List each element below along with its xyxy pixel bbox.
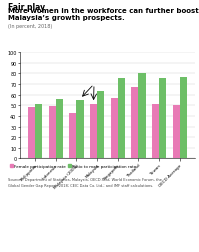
Bar [111,99,118,159]
Text: MONETARY FUND: MONETARY FUND [30,242,67,246]
Text: More women in the workforce can further boost
Malaysia’s growth prospects.: More women in the workforce can further … [8,8,199,21]
Text: Sources: Department of Statistics, Malaysia; OECD.Stat; World Economic Forum, th: Sources: Department of Statistics, Malay… [8,178,162,187]
Bar [49,107,56,159]
Text: INTERNATIONAL: INTERNATIONAL [30,234,65,238]
Bar [56,100,63,159]
Bar [139,74,146,159]
Bar [69,113,76,159]
Text: (In percent, 2018): (In percent, 2018) [8,23,52,28]
Bar [97,92,104,159]
Bar [35,105,42,159]
Text: Fair play: Fair play [8,3,45,12]
Bar [90,105,97,159]
Bar [180,77,187,159]
Bar [173,106,180,159]
Legend: Female participation rate, Ratio to male participation rate: Female participation rate, Ratio to male… [10,164,137,168]
Bar [76,101,84,159]
Bar [28,108,35,159]
Bar [131,88,139,159]
Bar [118,78,125,159]
Bar [152,105,159,159]
Bar [159,78,166,159]
